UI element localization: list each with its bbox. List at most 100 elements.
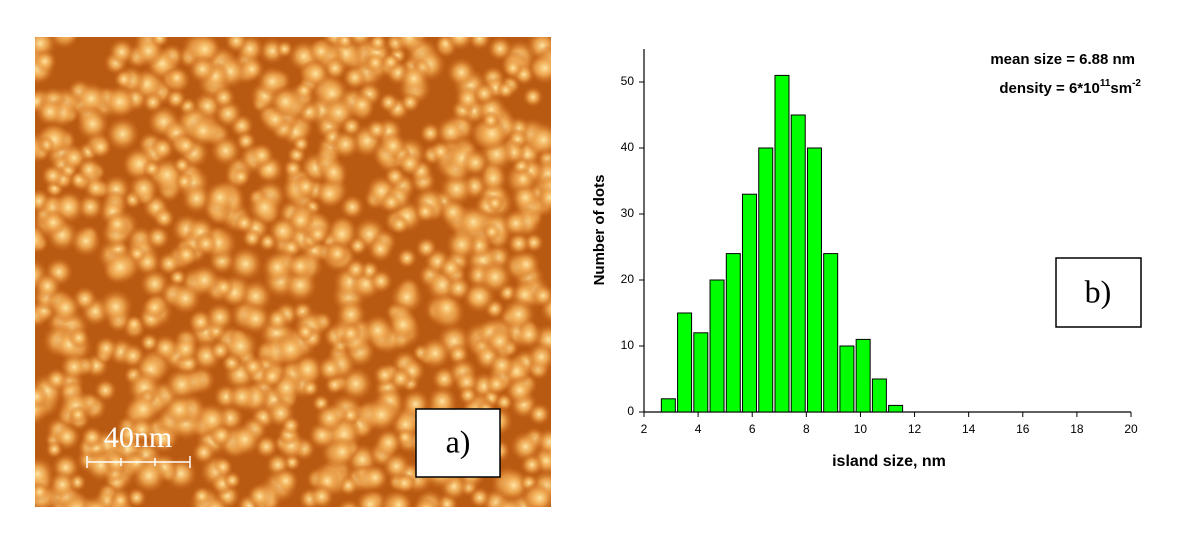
x-tick-label: 16 [1016, 422, 1030, 436]
texture-grain [175, 243, 198, 266]
bar [855, 338, 871, 413]
texture-grain [445, 275, 472, 302]
texture-grain [342, 64, 368, 91]
texture-grain [344, 258, 368, 281]
texture-grain [102, 84, 137, 119]
texture-grain [419, 122, 442, 145]
texture-grain [368, 269, 394, 294]
texture-grain [467, 37, 492, 51]
afm-image [35, 37, 551, 507]
texture-grain [531, 283, 551, 308]
texture-grain [365, 118, 388, 141]
texture-grain [373, 363, 397, 387]
texture-grain [510, 182, 541, 213]
texture-grain [260, 364, 284, 389]
panel-label: a) [446, 423, 471, 459]
texture-grain [35, 226, 48, 255]
y-axis-label: Number of dots [591, 175, 608, 286]
texture-grain [238, 56, 265, 83]
texture-grain [385, 491, 413, 507]
annotation-part: sm [1110, 80, 1132, 97]
texture-grain [378, 92, 399, 113]
texture-grain [511, 167, 535, 191]
texture-grain [355, 489, 385, 507]
texture-grain [412, 37, 429, 42]
texture-grain [35, 131, 48, 165]
texture-grain [265, 307, 290, 332]
texture-grain [186, 114, 220, 147]
texture-grain [327, 436, 358, 467]
texture-grain [210, 135, 242, 167]
texture-grain [156, 251, 182, 276]
texture-grain [287, 206, 315, 235]
texture-grain [335, 298, 367, 331]
bar [725, 253, 741, 413]
texture-grain [169, 282, 202, 315]
texture-grain [398, 62, 430, 94]
bar [677, 312, 693, 413]
texture-grain [272, 467, 299, 494]
texture-grain [224, 37, 249, 53]
texture-grain [172, 155, 192, 175]
texture-grain [227, 246, 264, 282]
texture-grain [367, 236, 394, 263]
texture-grain [247, 190, 283, 226]
texture-grain [54, 37, 80, 46]
texture-grain [69, 225, 103, 258]
y-tick-label: 30 [621, 206, 635, 220]
y-tick-label: 20 [621, 272, 635, 286]
texture-grain [381, 52, 400, 72]
texture-grain [139, 332, 160, 353]
texture-grain [127, 172, 160, 205]
texture-grain [481, 110, 501, 130]
texture-grain [273, 332, 308, 366]
texture-grain [145, 225, 171, 250]
texture-grain [528, 51, 551, 85]
texture-grain [261, 251, 294, 284]
bar [790, 114, 806, 413]
bar [823, 253, 839, 413]
annotation: density = 6*1011sm-2 [999, 78, 1141, 97]
texture-grain [485, 326, 515, 357]
texture-grain [212, 456, 233, 477]
texture-grain [293, 174, 318, 199]
texture-grain [153, 207, 176, 230]
texture-grain [97, 288, 134, 325]
texture-grain [203, 181, 236, 214]
texture-grain [492, 495, 525, 507]
texture-grain [228, 422, 262, 457]
bar [742, 193, 758, 413]
x-tick-label: 8 [803, 422, 810, 436]
texture-grain [363, 397, 400, 433]
texture-grain [191, 486, 212, 507]
texture-grain [501, 209, 530, 238]
texture-grain [165, 87, 187, 110]
texture-grain [39, 208, 67, 236]
texture-grain [49, 292, 82, 324]
texture-grain [89, 135, 113, 159]
texture-grain [503, 58, 523, 78]
texture-grain [105, 116, 141, 152]
bar [888, 404, 904, 413]
texture-grain [226, 381, 257, 412]
texture-grain [204, 302, 235, 332]
texture-grain [48, 470, 77, 499]
y-tick-label: 10 [621, 338, 635, 352]
texture-grain [45, 440, 64, 459]
texture-grain [286, 252, 314, 280]
texture-grain [458, 385, 478, 406]
texture-grain [142, 91, 164, 114]
texture-grain [213, 276, 235, 299]
bar [758, 147, 774, 413]
texture-grain [387, 308, 419, 341]
texture-grain [113, 69, 135, 90]
texture-grain [35, 97, 65, 127]
texture-grain [326, 242, 350, 266]
bar [806, 147, 822, 413]
y-tick-label: 40 [621, 140, 635, 154]
texture-grain [35, 49, 58, 74]
texture-grain [477, 259, 513, 295]
texture-grain [415, 236, 438, 259]
texture-grain [150, 37, 170, 48]
texture-grain [142, 159, 162, 179]
